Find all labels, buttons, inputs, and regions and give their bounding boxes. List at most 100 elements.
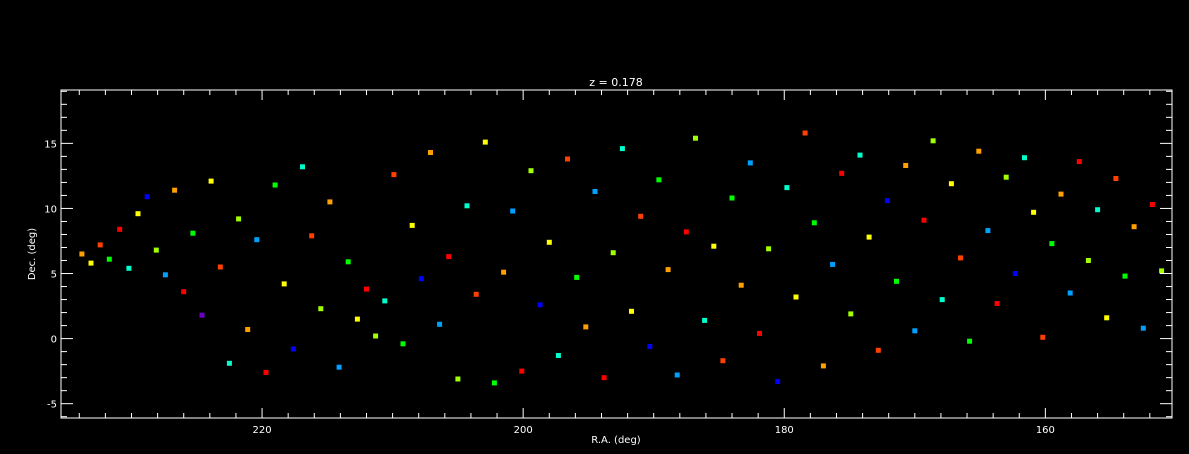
chart-title: z = 0.178 [589, 76, 642, 89]
data-point [592, 189, 598, 194]
data-point [217, 264, 223, 270]
data-point [309, 233, 315, 239]
data-point [126, 265, 132, 271]
data-point [967, 338, 973, 344]
data-point [574, 274, 580, 280]
data-point [1159, 268, 1165, 274]
x-tick-label: 160 [1036, 425, 1055, 436]
data-point [1131, 224, 1137, 230]
data-point [693, 135, 698, 141]
data-point [729, 195, 735, 201]
data-point [537, 302, 543, 308]
data-point [802, 130, 808, 136]
data-point [528, 168, 534, 174]
data-point [565, 156, 570, 162]
x-tick-label: 180 [775, 425, 794, 436]
data-point [976, 148, 982, 154]
data-point [546, 239, 552, 245]
y-tick-label: -5 [47, 400, 57, 411]
data-point [190, 230, 196, 236]
data-point [181, 289, 187, 295]
data-point [1022, 155, 1027, 161]
data-point [208, 178, 214, 184]
data-point [336, 364, 342, 370]
data-point [1076, 159, 1082, 165]
data-point [391, 172, 397, 178]
data-point [1122, 273, 1128, 279]
data-point [1113, 176, 1119, 181]
data-point [820, 363, 826, 369]
data-point [638, 213, 644, 219]
data-point [857, 152, 863, 158]
data-point [1104, 315, 1110, 321]
data-point [757, 330, 762, 336]
data-point [930, 138, 936, 144]
data-point [1058, 191, 1064, 197]
data-point [784, 185, 790, 191]
axis-ticks [61, 90, 1172, 418]
x-tick-label: 220 [253, 425, 272, 436]
data-point [79, 251, 85, 257]
data-point [106, 256, 112, 262]
data-point [1095, 207, 1101, 213]
data-point [912, 328, 918, 334]
data-point [747, 160, 753, 166]
data-point [1031, 209, 1037, 215]
data-point [629, 308, 634, 314]
data-point [1149, 202, 1155, 207]
data-point [939, 297, 945, 303]
data-point [921, 217, 927, 223]
data-point [501, 269, 507, 275]
data-point [866, 234, 872, 240]
data-point [428, 150, 433, 155]
data-point [409, 222, 415, 228]
data-point [364, 286, 369, 292]
data-point [1067, 290, 1073, 296]
data-point [875, 347, 881, 353]
data-point [437, 321, 443, 327]
data-point [738, 282, 744, 288]
data-point [985, 228, 991, 234]
data-point [162, 272, 168, 278]
data-points [79, 130, 1165, 386]
data-point [601, 375, 607, 381]
x-tick-label: 200 [514, 425, 533, 436]
plot-frame [60, 89, 1173, 419]
data-point [555, 353, 561, 358]
data-point [491, 380, 497, 386]
data-point [354, 316, 360, 322]
data-point [144, 194, 150, 200]
data-point [345, 259, 351, 265]
data-point [290, 346, 296, 352]
data-point [839, 170, 845, 176]
data-point [994, 301, 1000, 306]
data-point [153, 247, 159, 253]
data-point [245, 327, 251, 332]
data-point [510, 208, 516, 214]
data-point [1012, 271, 1018, 276]
data-point [674, 372, 680, 378]
data-point [656, 177, 662, 183]
data-point [272, 182, 278, 188]
data-point [1049, 241, 1055, 247]
y-tick-label: 15 [44, 139, 57, 150]
data-point [464, 203, 470, 209]
data-point [848, 311, 854, 317]
data-point [583, 324, 589, 330]
data-point [619, 146, 625, 152]
data-point [281, 281, 287, 287]
data-point [226, 360, 232, 366]
data-point [473, 291, 479, 297]
data-point [884, 198, 890, 204]
data-point [199, 312, 205, 318]
data-point [811, 220, 817, 226]
y-axis-label: Dec. (deg) [27, 228, 38, 280]
data-point [172, 187, 178, 193]
data-point [1003, 174, 1009, 180]
data-point [327, 199, 333, 205]
data-point [958, 255, 963, 261]
data-point [236, 216, 242, 222]
data-point [647, 343, 653, 349]
data-point [400, 341, 406, 347]
